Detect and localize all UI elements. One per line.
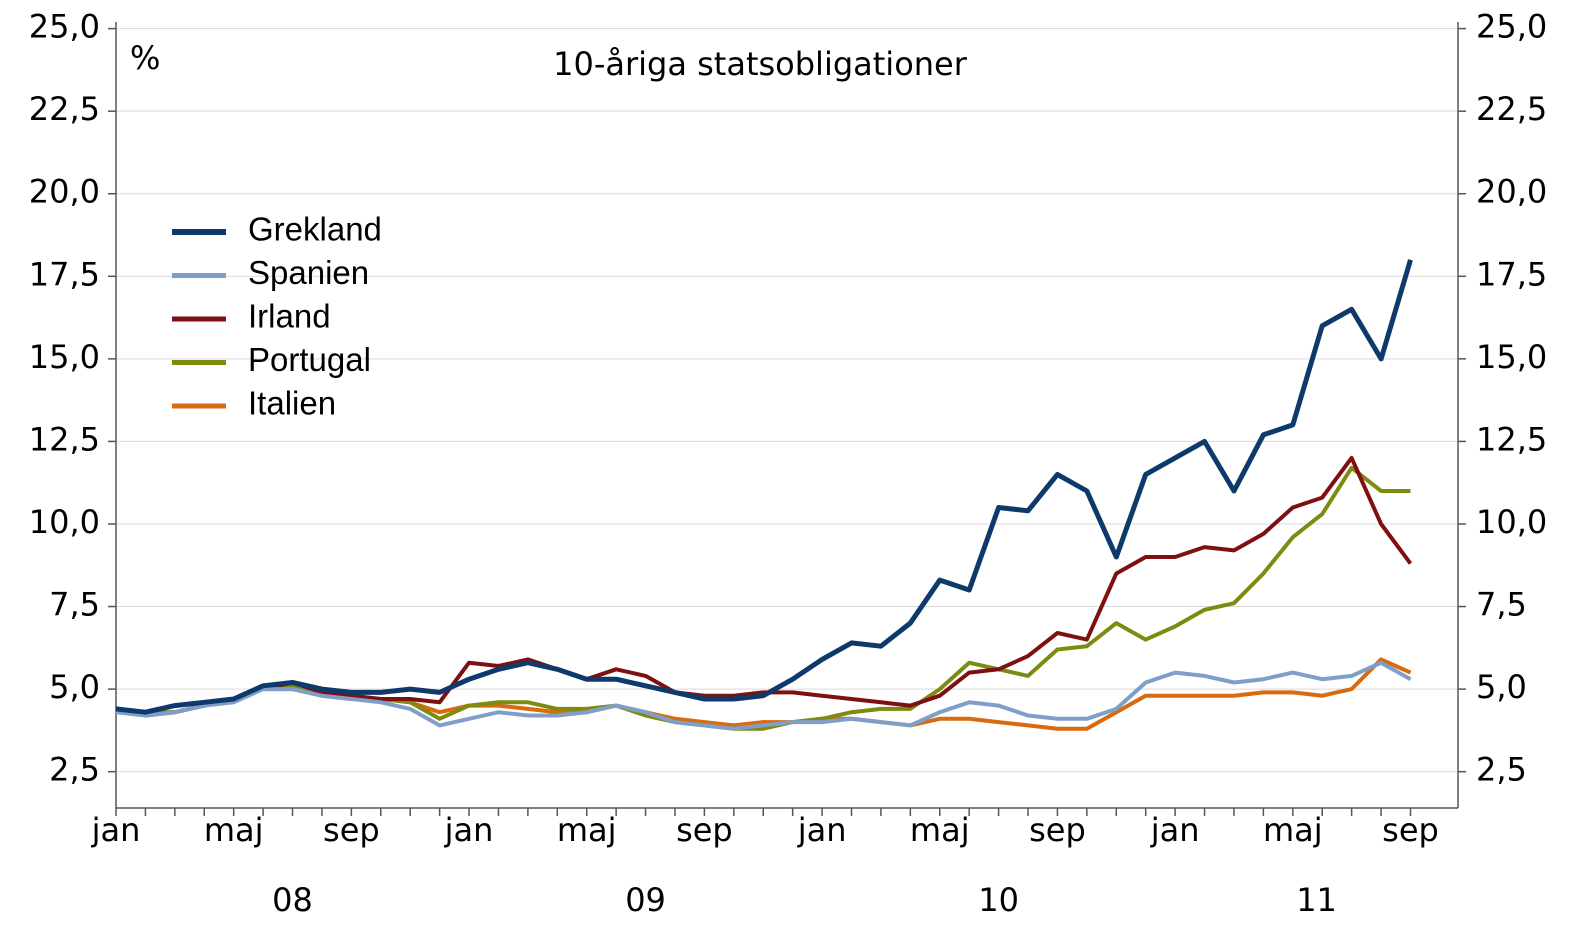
y2-tick-label: 20,0 bbox=[1476, 173, 1547, 211]
y-tick-label: 2,5 bbox=[49, 751, 100, 789]
x-tick-label: maj bbox=[910, 811, 970, 849]
y-tick-label: 12,5 bbox=[29, 420, 100, 458]
y-tick-label: 22,5 bbox=[29, 90, 100, 128]
year-label: 10 bbox=[978, 881, 1019, 919]
y2-tick-label: 5,0 bbox=[1476, 668, 1527, 706]
year-label: 08 bbox=[272, 881, 313, 919]
x-tick-label: jan bbox=[91, 811, 141, 849]
x-tick-label: sep bbox=[1382, 811, 1439, 849]
y2-tick-label: 15,0 bbox=[1476, 338, 1547, 376]
y-tick-label: 5,0 bbox=[49, 668, 100, 706]
y-tick-label: 10,0 bbox=[29, 503, 100, 541]
y-unit: % bbox=[130, 39, 160, 77]
y2-tick-label: 22,5 bbox=[1476, 90, 1547, 128]
y-tick-label: 7,5 bbox=[49, 586, 100, 624]
legend-label: Spanien bbox=[248, 254, 369, 291]
year-label: 09 bbox=[625, 881, 666, 919]
legend-label: Portugal bbox=[248, 341, 371, 378]
chart-title: 10-åriga statsobligationer bbox=[553, 45, 968, 83]
y-tick-label: 17,5 bbox=[29, 255, 100, 293]
year-label: 11 bbox=[1296, 881, 1337, 919]
x-tick-label: maj bbox=[204, 811, 264, 849]
x-tick-label: sep bbox=[1029, 811, 1086, 849]
legend-label: Irland bbox=[248, 298, 331, 335]
x-tick-label: maj bbox=[1263, 811, 1323, 849]
legend-label: Grekland bbox=[248, 211, 382, 248]
x-tick-label: sep bbox=[676, 811, 733, 849]
series-line bbox=[115, 660, 1412, 731]
x-tick-label: jan bbox=[444, 811, 494, 849]
legend-label: Italien bbox=[248, 385, 336, 422]
y2-tick-label: 17,5 bbox=[1476, 255, 1547, 293]
y2-tick-label: 12,5 bbox=[1476, 420, 1547, 458]
series-line bbox=[115, 259, 1413, 715]
x-tick-label: maj bbox=[557, 811, 617, 849]
x-tick-label: jan bbox=[797, 811, 847, 849]
y2-tick-label: 2,5 bbox=[1476, 751, 1527, 789]
y-tick-label: 15,0 bbox=[29, 338, 100, 376]
x-tick-label: sep bbox=[323, 811, 380, 849]
y-tick-label: 20,0 bbox=[29, 173, 100, 211]
y2-tick-label: 7,5 bbox=[1476, 586, 1527, 624]
y-tick-label: 25,0 bbox=[29, 8, 100, 46]
y2-tick-label: 25,0 bbox=[1476, 8, 1547, 46]
x-tick-label: jan bbox=[1150, 811, 1200, 849]
y2-tick-label: 10,0 bbox=[1476, 503, 1547, 541]
series-line bbox=[115, 455, 1413, 718]
